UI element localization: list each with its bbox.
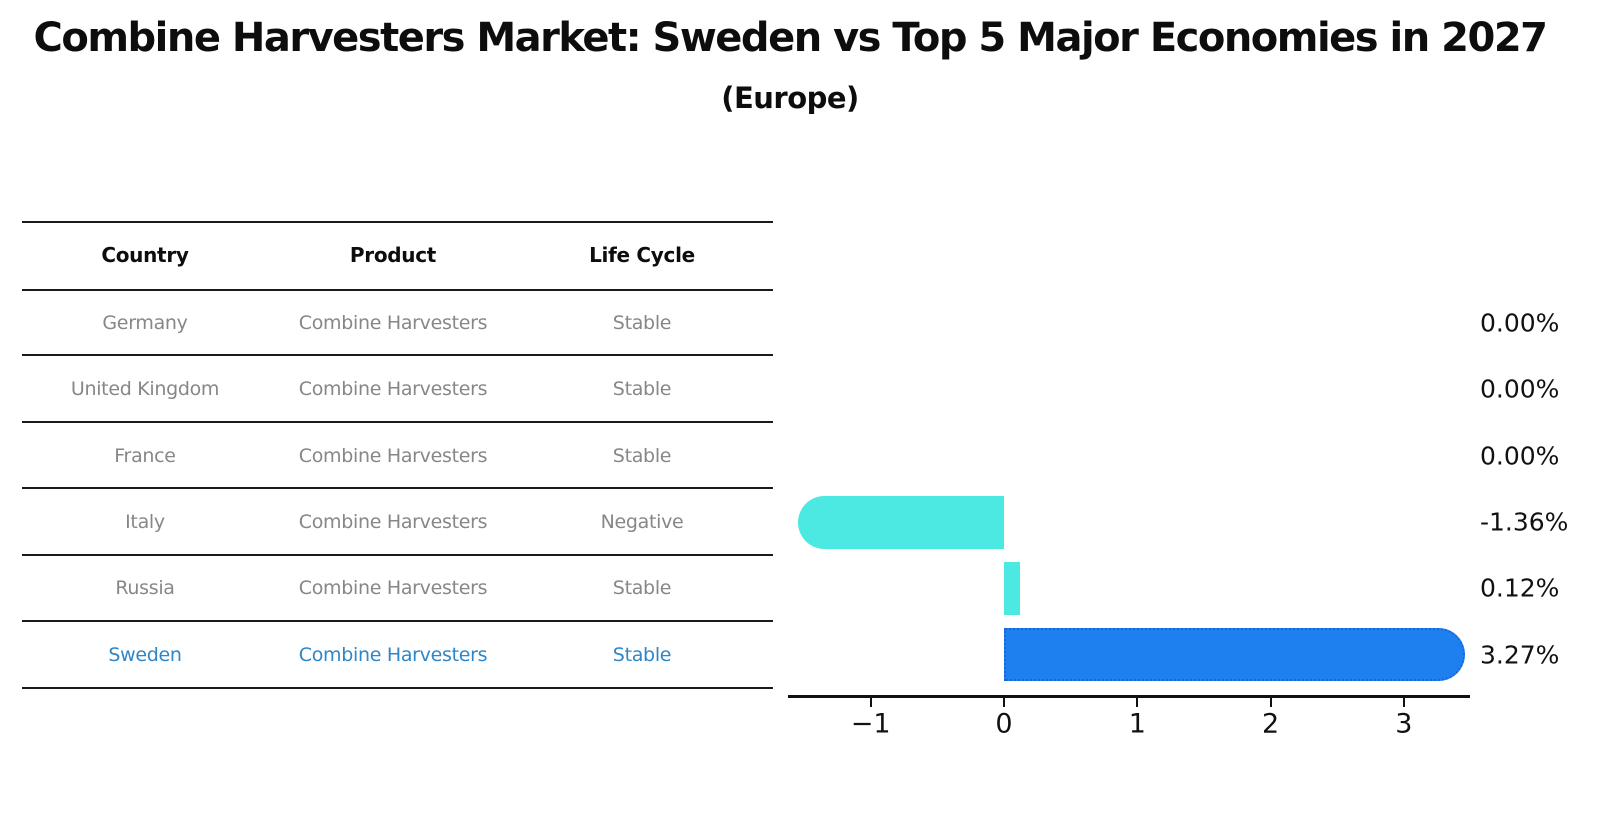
- x-axis-tick-label: −1: [850, 708, 891, 740]
- x-axis-tick: [1402, 698, 1405, 707]
- table-divider: [22, 487, 773, 489]
- x-axis-line: [788, 695, 1470, 698]
- table-divider: [22, 221, 773, 223]
- cell-product: Combine Harvesters: [298, 312, 488, 335]
- x-axis-tick-label: 3: [1395, 708, 1413, 740]
- cell-country: Russia: [115, 577, 175, 600]
- x-axis-tick: [1003, 698, 1005, 707]
- x-axis-tick-label: 0: [995, 708, 1013, 740]
- x-axis-tick: [869, 698, 872, 707]
- table-divider: [22, 354, 773, 356]
- cell-life-cycle: Negative: [600, 511, 684, 534]
- value-label-france: 0.00%: [1480, 441, 1560, 471]
- value-label-united-kingdom: 0.00%: [1480, 374, 1560, 404]
- cell-product: Combine Harvesters: [298, 577, 488, 600]
- bar-italy: [797, 495, 1004, 549]
- cell-country: United Kingdom: [70, 378, 220, 401]
- value-label-germany: 0.00%: [1480, 308, 1560, 338]
- cell-country-highlighted: Sweden: [108, 643, 182, 666]
- column-header-country: Country: [101, 243, 189, 267]
- bar-sweden: [1004, 628, 1465, 682]
- cell-life-cycle: Stable: [612, 378, 672, 401]
- table-divider: [22, 687, 773, 689]
- cell-life-cycle: Stable: [612, 577, 672, 600]
- x-axis-tick: [1136, 698, 1139, 707]
- cell-product: Combine Harvesters: [298, 511, 488, 534]
- cell-product: Combine Harvesters: [298, 378, 488, 401]
- chart-title: Combine Harvesters Market: Sweden vs Top…: [33, 15, 1548, 61]
- x-axis-tick-label: 1: [1128, 708, 1146, 740]
- cell-life-cycle: Stable: [612, 312, 672, 335]
- cell-country: Italy: [125, 511, 165, 534]
- cell-life-cycle-highlighted: Stable: [612, 643, 672, 666]
- table-divider: [22, 620, 773, 622]
- x-axis-tick-label: 2: [1262, 708, 1280, 740]
- x-axis-tick: [1269, 698, 1272, 707]
- cell-life-cycle: Stable: [612, 444, 672, 467]
- table-divider: [22, 421, 773, 423]
- bar-russia: [1004, 561, 1020, 615]
- table-divider: [22, 554, 773, 556]
- value-label-sweden: 3.27%: [1480, 640, 1560, 670]
- value-label-russia: 0.12%: [1480, 573, 1560, 603]
- cell-product: Combine Harvesters: [298, 444, 488, 467]
- column-header-life-cycle: Life Cycle: [589, 243, 695, 267]
- cell-country: Germany: [102, 312, 188, 335]
- table-divider: [22, 289, 773, 291]
- cell-product-highlighted: Combine Harvesters: [298, 643, 488, 666]
- cell-country: France: [114, 444, 176, 467]
- value-label-italy: -1.36%: [1480, 507, 1569, 537]
- chart-subtitle: (Europe): [721, 81, 859, 115]
- column-header-product: Product: [349, 243, 437, 267]
